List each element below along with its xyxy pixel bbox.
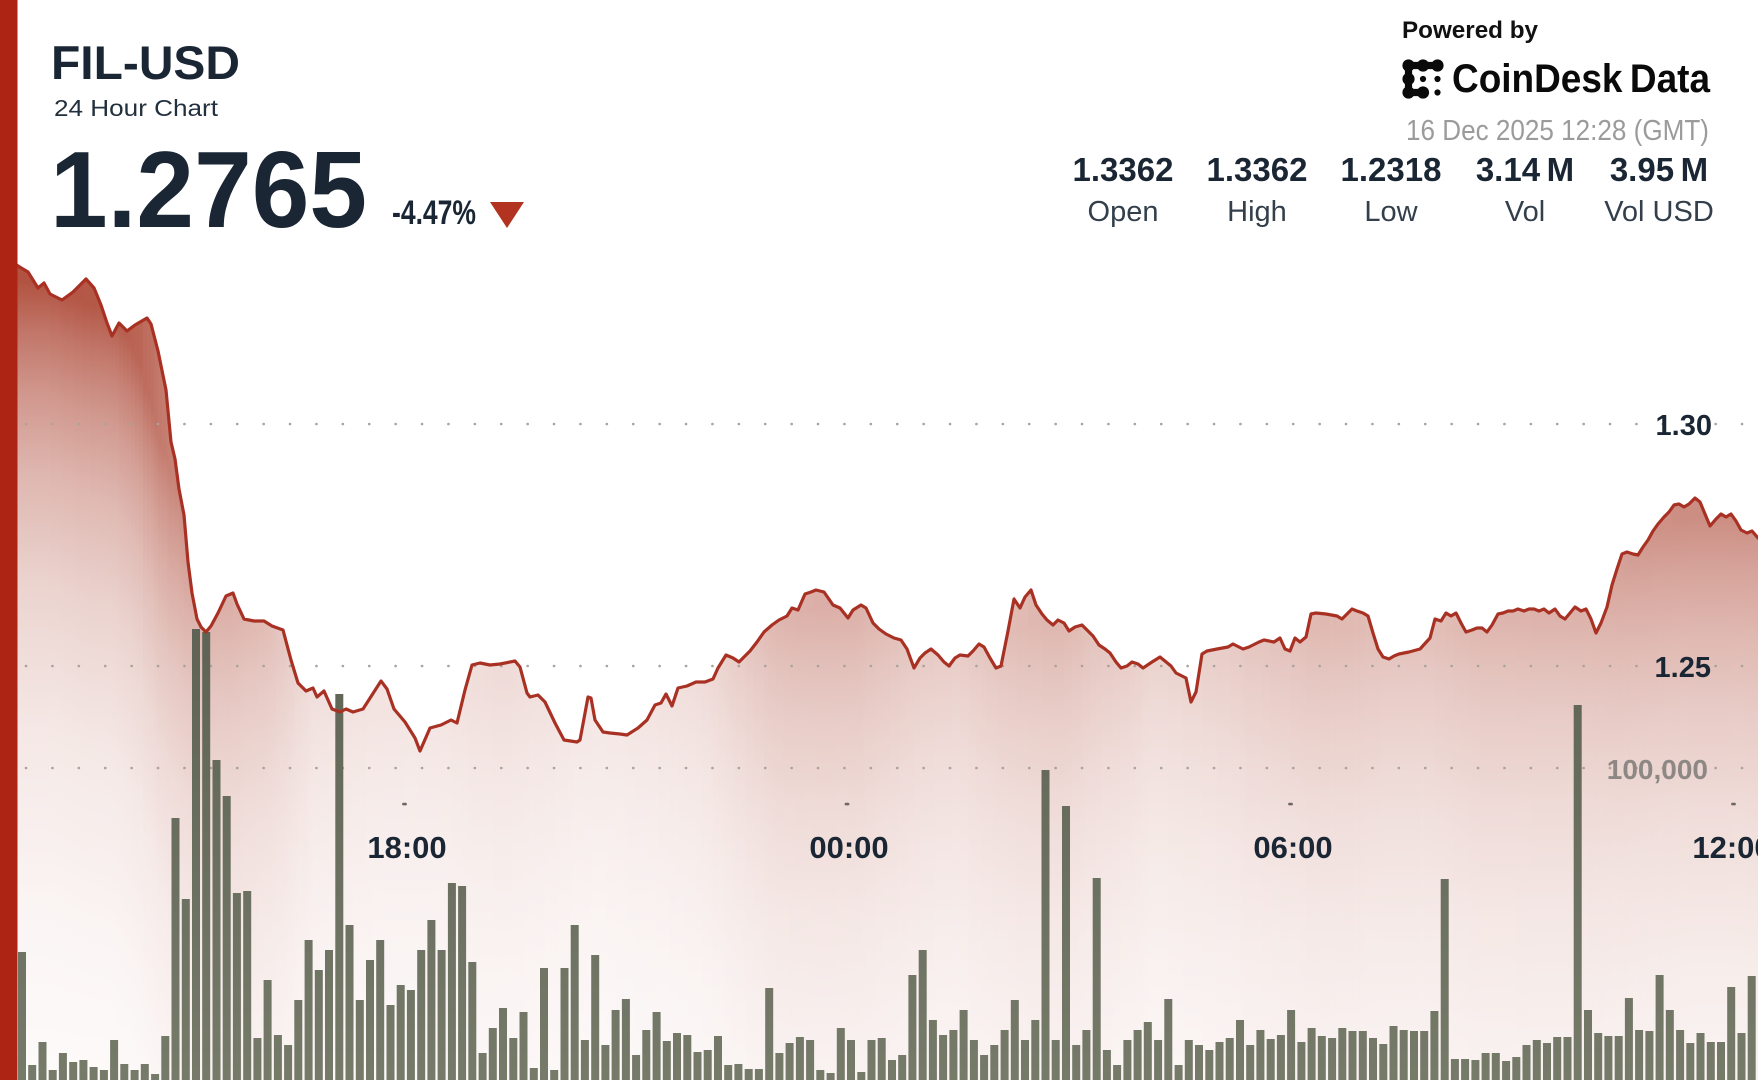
svg-text:-4.47%: -4.47% bbox=[392, 194, 476, 232]
svg-text:00:00: 00:00 bbox=[809, 830, 888, 865]
svg-text:High: High bbox=[1227, 196, 1287, 228]
svg-text:1.30: 1.30 bbox=[1656, 410, 1712, 442]
svg-text:CoinDesk Data: CoinDesk Data bbox=[1452, 57, 1711, 101]
svg-text:Vol USD: Vol USD bbox=[1604, 196, 1714, 228]
svg-text:06:00: 06:00 bbox=[1253, 830, 1332, 865]
svg-text:Vol: Vol bbox=[1505, 196, 1545, 228]
svg-text:1.3362: 1.3362 bbox=[1073, 151, 1174, 188]
svg-text:3.14 M: 3.14 M bbox=[1476, 151, 1574, 188]
svg-text:1.2318: 1.2318 bbox=[1341, 151, 1442, 188]
svg-text:1.3362: 1.3362 bbox=[1207, 151, 1308, 188]
svg-text:Low: Low bbox=[1364, 196, 1418, 228]
svg-text:Powered by: Powered by bbox=[1402, 17, 1539, 44]
svg-text:1.2765: 1.2765 bbox=[50, 129, 367, 251]
svg-text:16 Dec 2025 12:28 (GMT): 16 Dec 2025 12:28 (GMT) bbox=[1406, 115, 1709, 147]
svg-text:24 Hour Chart: 24 Hour Chart bbox=[54, 95, 219, 121]
svg-text:1.25: 1.25 bbox=[1655, 652, 1711, 684]
svg-text:12:00: 12:00 bbox=[1692, 830, 1758, 865]
svg-text:Open: Open bbox=[1088, 196, 1159, 228]
svg-text:FIL-USD: FIL-USD bbox=[51, 37, 240, 90]
svg-text:3.95 M: 3.95 M bbox=[1610, 151, 1708, 188]
svg-text:18:00: 18:00 bbox=[367, 830, 446, 865]
svg-text:100,000: 100,000 bbox=[1607, 754, 1708, 785]
